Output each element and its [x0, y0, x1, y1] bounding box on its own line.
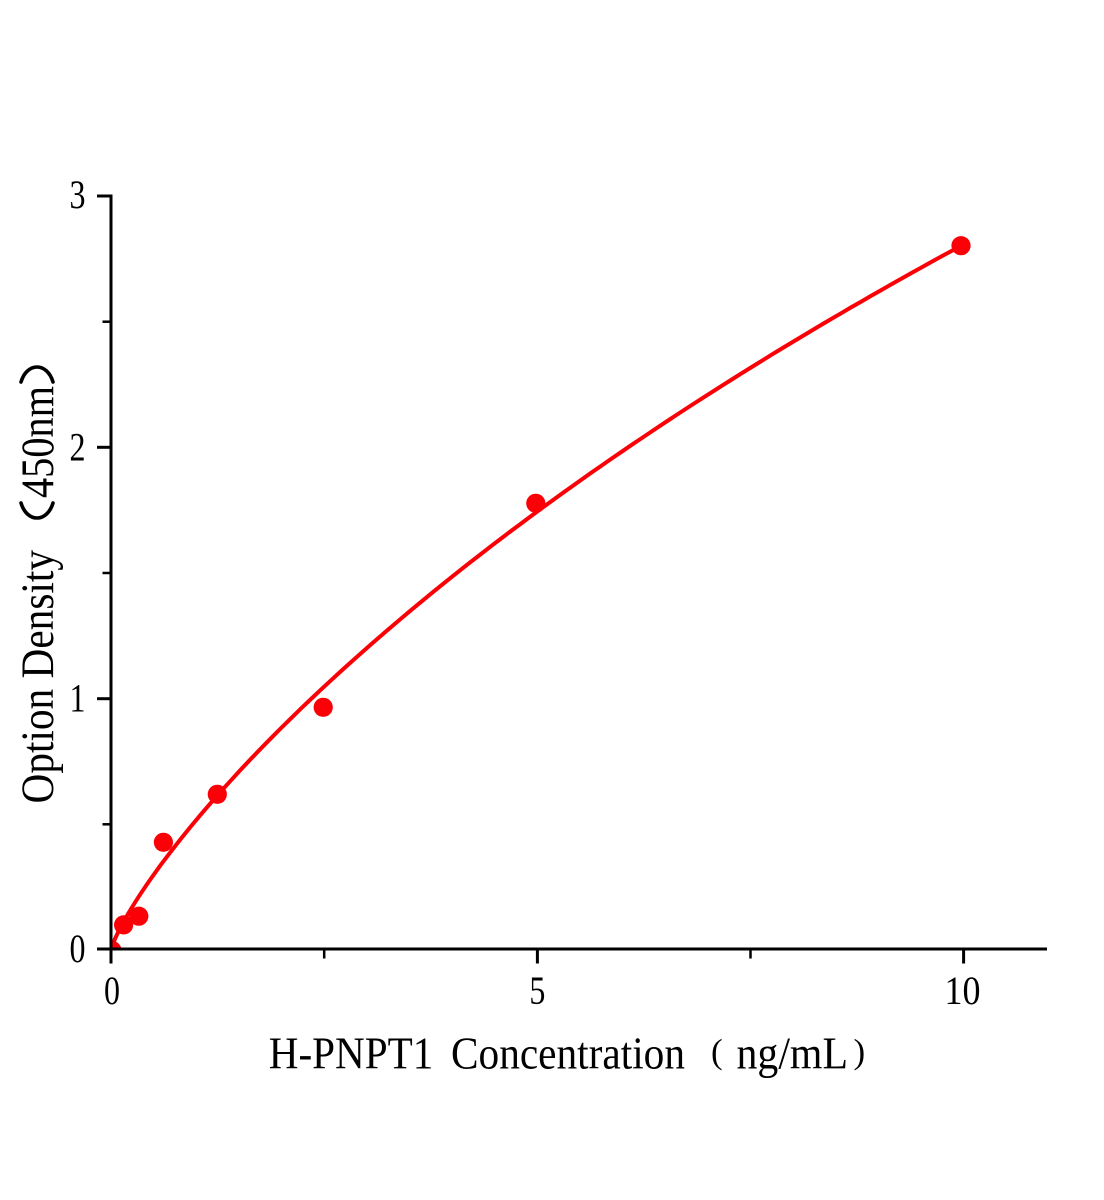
- svg-text:0: 0: [104, 968, 120, 1013]
- svg-text:10: 10: [945, 968, 981, 1013]
- svg-text:Option: Option: [12, 689, 64, 804]
- svg-text:H-PNPT1: H-PNPT1: [269, 1028, 434, 1078]
- svg-text:2: 2: [70, 424, 86, 469]
- svg-text:5: 5: [529, 968, 545, 1013]
- svg-text:3: 3: [70, 172, 86, 217]
- svg-text:): ): [854, 1032, 866, 1071]
- svg-text:1: 1: [70, 676, 86, 721]
- svg-text:(: (: [711, 1032, 723, 1071]
- svg-text:Density: Density: [12, 550, 64, 679]
- svg-text:450nm: 450nm: [12, 386, 64, 498]
- svg-text:ng/mL: ng/mL: [737, 1028, 849, 1078]
- svg-text:Concentration: Concentration: [451, 1028, 685, 1078]
- svg-text:0: 0: [70, 926, 86, 971]
